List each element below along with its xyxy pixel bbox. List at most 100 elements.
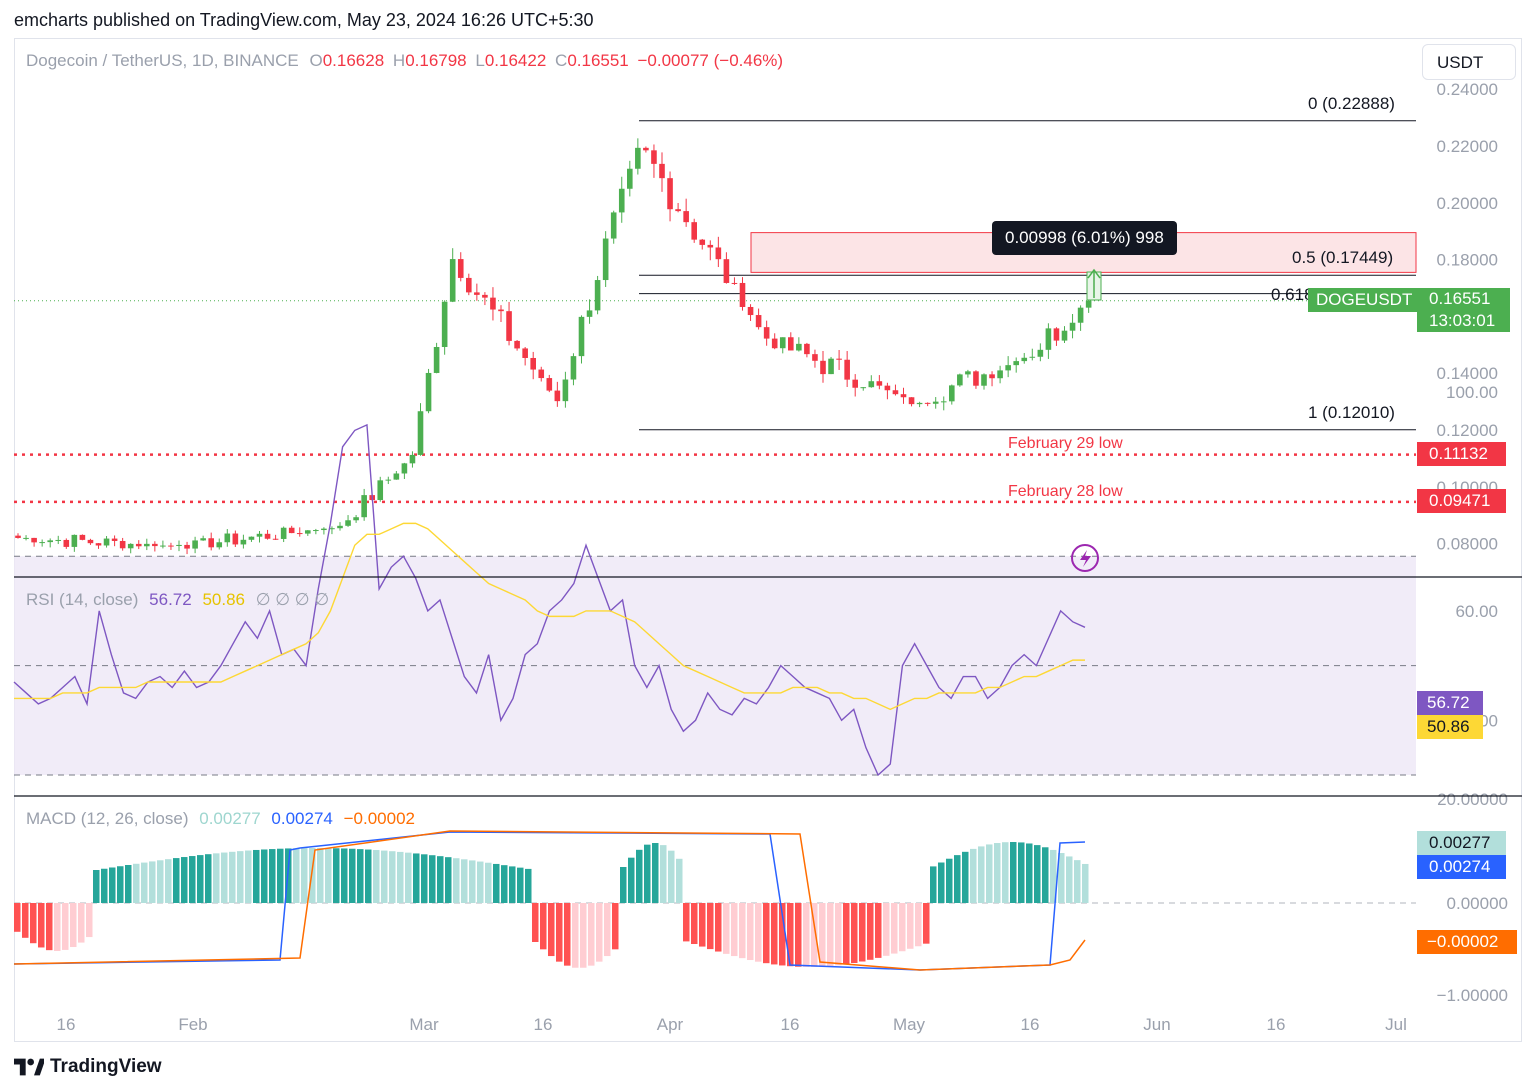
time-axis-label: 16	[534, 1015, 553, 1034]
price-axis-label: 0.14000	[1437, 364, 1498, 383]
candle-body	[723, 259, 730, 283]
candle-body	[715, 247, 722, 260]
candle-body	[691, 222, 697, 240]
candle-body	[522, 348, 528, 358]
candle-body	[627, 168, 633, 189]
macd-histogram-bar	[325, 848, 332, 903]
candle-body	[39, 542, 45, 544]
candle-body	[119, 540, 126, 549]
macd-histogram-bar	[588, 903, 595, 966]
candle-body	[1021, 357, 1028, 362]
macd-histogram-bar	[604, 903, 611, 957]
macd-histogram-bar	[109, 867, 116, 903]
macd-histogram-bar	[341, 848, 348, 903]
symbol-tag: DOGEUSDT	[1308, 288, 1421, 312]
time-axis-label: Jul	[1385, 1015, 1407, 1034]
price-axis-label: 0.22000	[1437, 137, 1498, 156]
macd-title[interactable]: MACD (12, 26, close)	[26, 809, 189, 828]
brand-name: TradingView	[50, 1056, 162, 1077]
axes-layer: 0.240000.220000.200000.180000.160000.140…	[57, 80, 1508, 1034]
macd-histogram-bar	[38, 903, 45, 948]
macd-histogram-bar	[1082, 863, 1089, 903]
main-legend: Dogecoin / TetherUS, 1D, BINANCE O0.1662…	[26, 51, 783, 71]
macd-histogram-bar	[317, 848, 324, 903]
macd-histogram-bar	[771, 903, 778, 965]
candle-body	[868, 381, 875, 388]
feb29-price-tag: 0.11132	[1417, 442, 1506, 466]
macd-histogram-bar	[253, 849, 260, 903]
candle-body	[820, 360, 826, 375]
candle-body	[103, 538, 110, 546]
macd-histogram-bar	[691, 903, 698, 945]
candle-body	[562, 379, 569, 402]
macd-histogram-bar	[309, 848, 316, 903]
candle-body	[449, 259, 456, 302]
symbol-name[interactable]: Dogecoin / TetherUS, 1D, BINANCE	[26, 51, 299, 70]
candle-body	[892, 390, 899, 395]
macd-histogram-bar	[349, 848, 356, 903]
macd-histogram-bar	[469, 860, 476, 903]
candle-body	[546, 378, 553, 391]
price-axis-label: 0.12000	[1437, 421, 1498, 440]
macd-histogram-bar	[445, 857, 452, 903]
candle-body	[321, 528, 327, 531]
fib-05-label: 0.5 (0.17449)	[1292, 248, 1394, 267]
time-axis-label: Apr	[657, 1015, 684, 1034]
macd-signal-line	[13, 830, 1086, 971]
macd-histogram-bar	[173, 858, 180, 903]
candle-body	[530, 357, 536, 370]
candle-body	[385, 479, 392, 481]
macd-histogram-bar	[293, 848, 300, 903]
candle-body	[997, 370, 1003, 379]
rsi-tag: 56.72	[1417, 691, 1483, 715]
chart-frame	[14, 38, 1522, 1042]
publisher-header: emcharts published on TradingView.com, M…	[14, 10, 594, 30]
macd-histogram-bar	[907, 903, 914, 949]
candle-body	[1077, 307, 1084, 323]
countdown: 13:03:01	[1429, 311, 1496, 330]
macd-histogram-bar	[237, 851, 244, 903]
macd-histogram-bar	[70, 903, 77, 948]
feb29-label: February 29 low	[1008, 435, 1123, 452]
candle-body	[1005, 365, 1011, 371]
macd-histogram-bar	[421, 854, 428, 903]
macd-histogram-bar	[389, 851, 396, 903]
macd-histogram-bar	[811, 903, 818, 967]
macd-histogram-bar	[891, 903, 898, 954]
price-axis-label: 0.08000	[1437, 535, 1498, 554]
macd-histogram-bar	[221, 852, 228, 903]
candle-body	[1037, 349, 1044, 357]
macd-histogram-bar	[954, 855, 961, 903]
macd-histogram-bar	[835, 903, 842, 966]
candle-body	[87, 539, 94, 544]
time-axis-label: Feb	[178, 1015, 207, 1034]
macd-histogram-bar	[437, 856, 444, 903]
macd-histogram-bar	[994, 843, 1001, 903]
macd-histogram-bar	[970, 848, 977, 903]
macd-histogram-bar	[517, 867, 524, 903]
macd-histogram-bar	[373, 850, 380, 903]
candle-body	[1045, 328, 1052, 350]
feb28-label: February 28 low	[1008, 483, 1123, 500]
rsi-title[interactable]: RSI (14, close)	[26, 590, 139, 609]
measure-tooltip: 0.00998 (6.01%) 998	[992, 221, 1177, 255]
candle-body	[490, 297, 496, 310]
macd-axis-label: −1.00000	[1437, 986, 1508, 1005]
tradingview-logo[interactable]: TradingView	[14, 1056, 162, 1078]
candle-body	[578, 316, 585, 357]
currency-button[interactable]: USDT	[1422, 44, 1516, 80]
last-price-tag: 0.16551 13:03:01	[1417, 288, 1510, 332]
open-label: O	[309, 51, 323, 70]
candle-body	[152, 543, 158, 547]
rsi-legend: RSI (14, close) 56.72 50.86 ∅ ∅ ∅ ∅	[26, 590, 329, 610]
macd-hist-tag: 0.00277	[1417, 831, 1506, 855]
macd-histogram-bar	[564, 903, 571, 966]
lightning-bolt-icon	[1080, 550, 1091, 567]
macd-histogram-bar	[580, 903, 587, 968]
macd-signal-value: −0.00002	[343, 809, 415, 828]
candle-body	[95, 543, 102, 546]
macd-histogram-bar	[962, 851, 969, 903]
lightning-icon[interactable]	[1071, 544, 1099, 572]
candle-body	[836, 358, 842, 360]
